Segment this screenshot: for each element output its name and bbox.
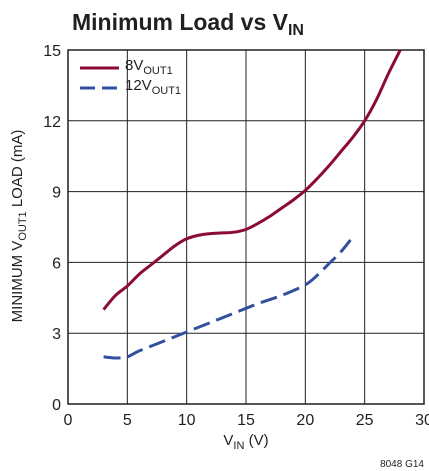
x-tick-label: 10 xyxy=(178,412,196,429)
series-layer xyxy=(102,49,402,360)
legend-label: 12VOUT1 xyxy=(125,77,181,97)
x-tick-label: 30 xyxy=(415,412,429,429)
chart-title: Minimum Load vs VIN xyxy=(72,9,304,39)
y-tick-label: 3 xyxy=(52,326,61,343)
y-tick-labels: 0 3 6 9 12 15 xyxy=(43,43,61,414)
y-tick-label: 6 xyxy=(52,255,61,272)
y-tick-label: 9 xyxy=(52,185,61,202)
x-tick-label: 25 xyxy=(356,412,374,429)
x-tick-label: 0 xyxy=(64,412,73,429)
y-tick-label: 0 xyxy=(52,397,61,414)
y-tick-label: 15 xyxy=(43,43,61,60)
grid xyxy=(68,50,424,404)
x-tick-label: 15 xyxy=(237,412,255,429)
series-line-1 xyxy=(102,49,402,311)
plot-frame xyxy=(67,49,425,405)
y-tick-label: 12 xyxy=(43,114,61,131)
x-tick-labels: 0 5 10 15 20 25 30 xyxy=(64,412,429,429)
x-tick-label: 5 xyxy=(123,412,132,429)
figure-code: 8048 G14 xyxy=(380,459,424,470)
y-axis-label: MINIMUM VOUT1 LOAD (mA) xyxy=(9,130,29,323)
legend-label: 8VOUT1 xyxy=(125,57,173,77)
series-line-2 xyxy=(103,239,352,360)
x-tick-label: 20 xyxy=(296,412,314,429)
x-axis-label: VIN (V) xyxy=(223,432,268,452)
